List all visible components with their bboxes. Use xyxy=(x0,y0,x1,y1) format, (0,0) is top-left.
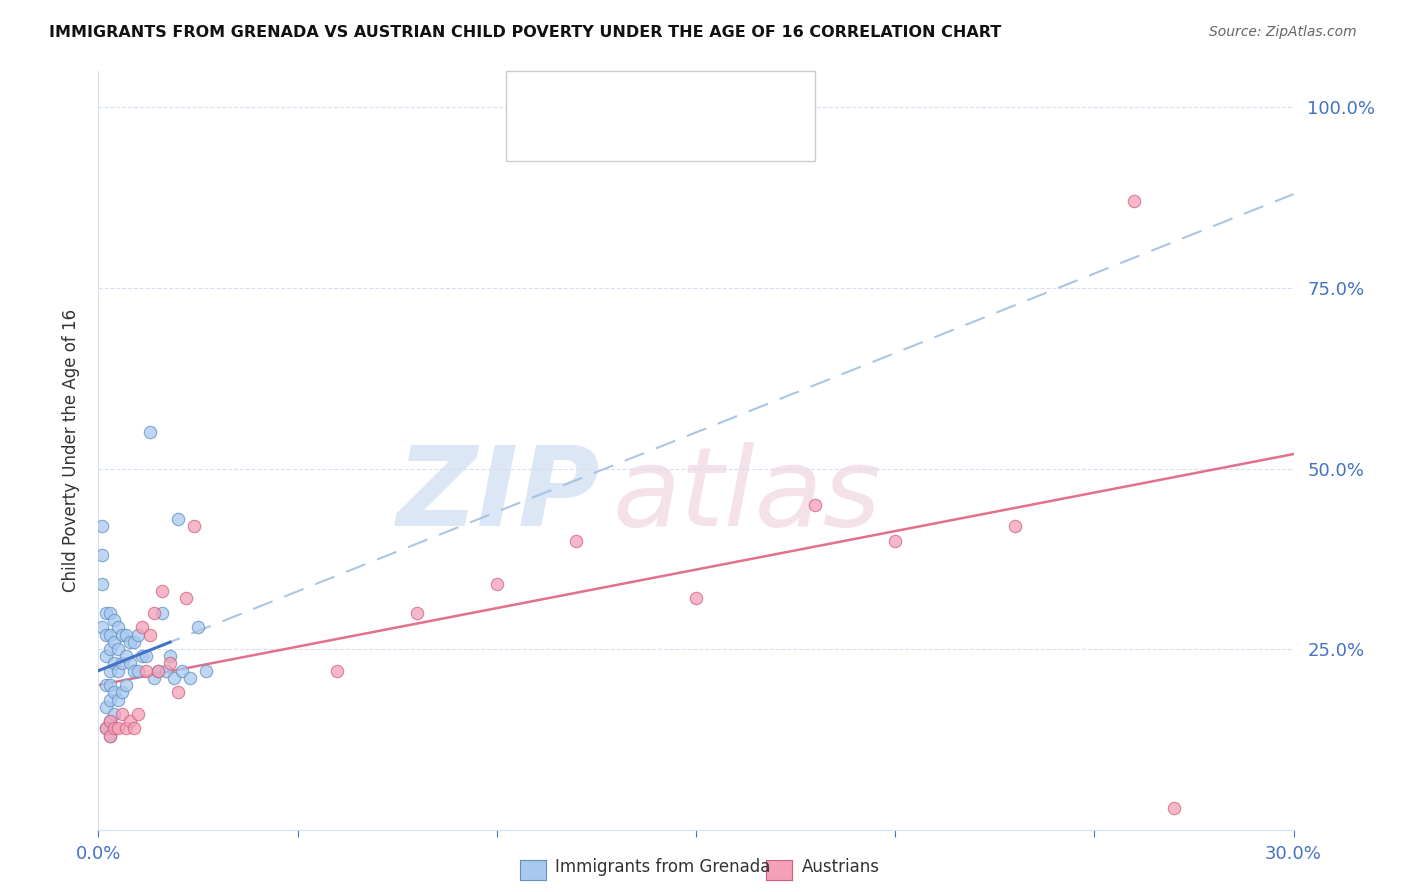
Point xyxy=(150,606,173,620)
Point xyxy=(96,678,118,692)
Point xyxy=(107,722,129,736)
Point xyxy=(884,533,907,548)
Point xyxy=(111,627,134,641)
Point xyxy=(159,649,181,664)
Point xyxy=(135,649,157,664)
Point xyxy=(98,606,122,620)
Point xyxy=(187,620,209,634)
Point xyxy=(115,678,138,692)
Text: atlas: atlas xyxy=(613,442,882,549)
Point xyxy=(107,664,129,678)
Text: 0.515: 0.515 xyxy=(599,118,655,136)
Point xyxy=(172,664,194,678)
Point xyxy=(103,657,125,671)
Point xyxy=(1163,801,1185,815)
Point xyxy=(406,606,429,620)
Text: Austrians: Austrians xyxy=(801,858,879,876)
Point xyxy=(115,649,138,664)
Point xyxy=(120,635,142,649)
Point xyxy=(96,606,118,620)
Point xyxy=(148,664,170,678)
Point xyxy=(685,591,707,606)
Point xyxy=(124,722,146,736)
Point xyxy=(565,533,588,548)
Point xyxy=(107,620,129,634)
Point xyxy=(96,722,118,736)
Point xyxy=(96,627,118,641)
Point xyxy=(98,714,122,729)
Point xyxy=(127,627,149,641)
Point xyxy=(107,692,129,706)
Point xyxy=(115,627,138,641)
Point xyxy=(485,577,508,591)
Point xyxy=(91,620,114,634)
Point xyxy=(103,635,125,649)
Point xyxy=(120,714,142,729)
Point xyxy=(124,635,146,649)
Point xyxy=(195,664,218,678)
Point xyxy=(127,664,149,678)
Point xyxy=(98,664,122,678)
Point xyxy=(1123,194,1146,209)
Text: 0.198: 0.198 xyxy=(599,82,657,100)
Point xyxy=(167,685,190,699)
Point xyxy=(98,692,122,706)
Point xyxy=(96,699,118,714)
Point xyxy=(103,613,125,627)
Point xyxy=(127,706,149,721)
Point xyxy=(103,706,125,721)
Point xyxy=(98,627,122,641)
Point xyxy=(143,671,166,685)
Text: R =: R = xyxy=(557,118,596,136)
Point xyxy=(150,584,173,599)
Point xyxy=(91,577,114,591)
Point xyxy=(1004,519,1026,533)
Point xyxy=(98,714,122,729)
Text: Immigrants from Grenada: Immigrants from Grenada xyxy=(555,858,770,876)
Point xyxy=(98,642,122,657)
Point xyxy=(91,548,114,562)
Point xyxy=(804,498,827,512)
Point xyxy=(98,729,122,743)
Text: 30: 30 xyxy=(697,118,723,136)
Text: 53: 53 xyxy=(697,82,723,100)
Point xyxy=(131,649,153,664)
Point xyxy=(96,649,118,664)
Point xyxy=(98,678,122,692)
Point xyxy=(167,512,190,526)
Point xyxy=(131,620,153,634)
Point xyxy=(155,664,177,678)
Point xyxy=(111,657,134,671)
Text: N =: N = xyxy=(658,118,710,136)
Point xyxy=(174,591,197,606)
Text: IMMIGRANTS FROM GRENADA VS AUSTRIAN CHILD POVERTY UNDER THE AGE OF 16 CORRELATIO: IMMIGRANTS FROM GRENADA VS AUSTRIAN CHIL… xyxy=(49,25,1001,40)
Text: Source: ZipAtlas.com: Source: ZipAtlas.com xyxy=(1209,25,1357,39)
Point xyxy=(148,664,170,678)
Point xyxy=(124,664,146,678)
Point xyxy=(115,722,138,736)
Point xyxy=(103,685,125,699)
Point xyxy=(143,606,166,620)
Text: ZIP: ZIP xyxy=(396,442,600,549)
Point xyxy=(179,671,201,685)
Point xyxy=(326,664,349,678)
Text: N =: N = xyxy=(658,82,710,100)
Point xyxy=(91,519,114,533)
Point xyxy=(183,519,205,533)
Point xyxy=(98,729,122,743)
Point xyxy=(120,657,142,671)
Point xyxy=(135,664,157,678)
Point xyxy=(111,685,134,699)
Point xyxy=(139,627,162,641)
Point xyxy=(96,722,118,736)
Point xyxy=(103,722,125,736)
Point xyxy=(111,706,134,721)
Y-axis label: Child Poverty Under the Age of 16: Child Poverty Under the Age of 16 xyxy=(62,309,80,592)
Point xyxy=(159,657,181,671)
Text: R =: R = xyxy=(557,82,596,100)
Point xyxy=(163,671,186,685)
Point xyxy=(139,425,162,440)
Point xyxy=(107,642,129,657)
